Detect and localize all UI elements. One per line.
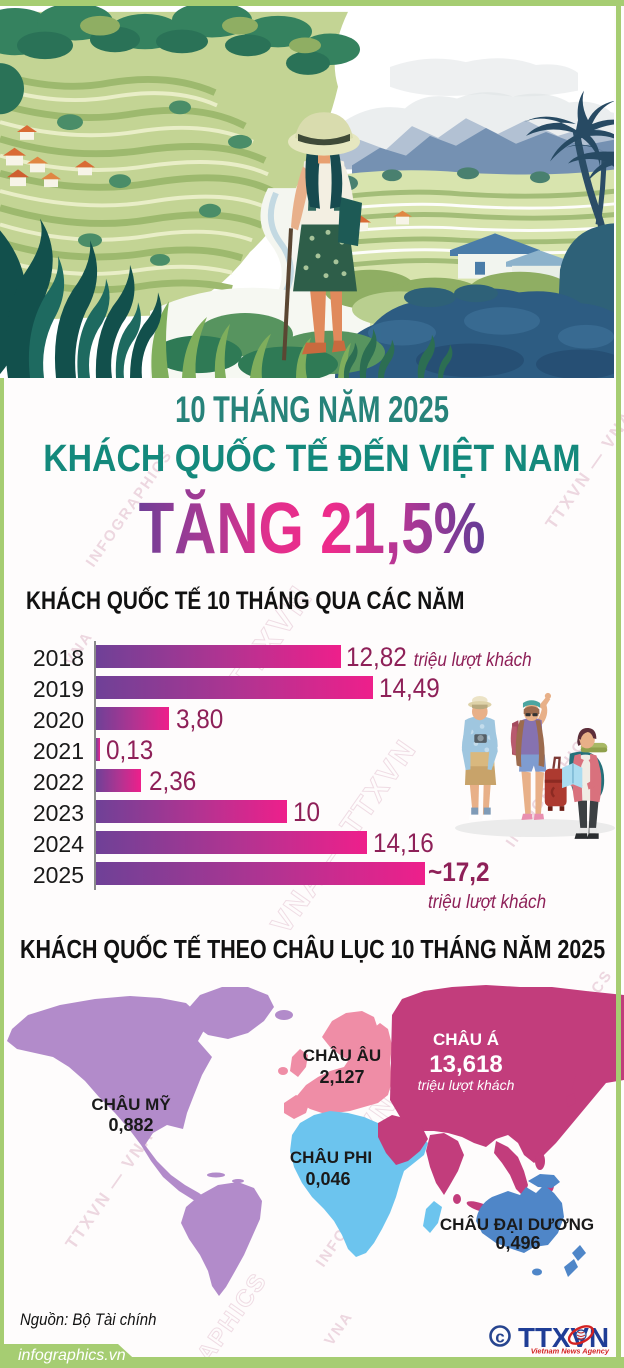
- svg-text:CHÂU MỸ: CHÂU MỸ: [91, 1094, 171, 1114]
- svg-text:0,496: 0,496: [495, 1233, 540, 1253]
- svg-text:triệu lượt khách: triệu lượt khách: [418, 1077, 515, 1093]
- svg-text:Vietnam News Agency: Vietnam News Agency: [531, 1347, 610, 1356]
- svg-text:CHÂU PHI: CHÂU PHI: [290, 1148, 372, 1167]
- svg-text:TTXVN: TTXVN: [518, 1322, 609, 1353]
- svg-text:13,618: 13,618: [429, 1051, 502, 1078]
- svg-text:c: c: [495, 1328, 504, 1347]
- svg-text:CHÂU ÂU: CHÂU ÂU: [303, 1046, 381, 1065]
- svg-text:CHÂU ĐẠI DƯƠNG: CHÂU ĐẠI DƯƠNG: [440, 1215, 594, 1234]
- svg-text:CHÂU Á: CHÂU Á: [433, 1030, 499, 1049]
- svg-text:0,882: 0,882: [108, 1115, 153, 1135]
- svg-text:0,046: 0,046: [305, 1169, 350, 1189]
- svg-text:2,127: 2,127: [319, 1067, 364, 1087]
